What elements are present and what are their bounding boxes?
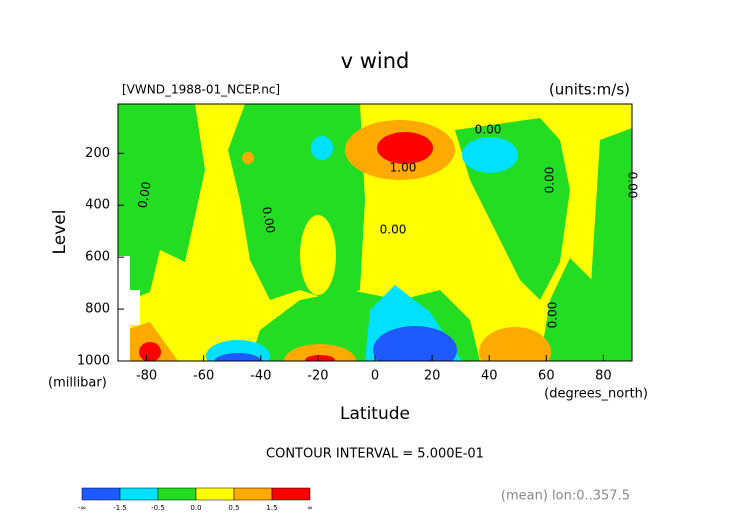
x-units: (degrees_north): [544, 387, 648, 402]
y-tick-label: 800: [85, 302, 110, 317]
contour-label: 0.00: [135, 181, 153, 210]
y-units: (millibar): [48, 376, 107, 391]
contour-label: 0.00: [475, 123, 502, 137]
fill-region: [118, 104, 205, 300]
x-tick-label: 40: [481, 369, 498, 384]
fill-region: [139, 342, 161, 361]
y-axis-label: Level: [50, 210, 70, 255]
fill-region: [479, 327, 551, 361]
x-tick-label: -40: [250, 369, 271, 384]
contour-label: 0.00: [380, 223, 407, 237]
colorbar-label: ∞: [307, 504, 313, 512]
missing-data: [118, 256, 140, 361]
fill-region: [242, 152, 254, 164]
fill-region: [305, 355, 335, 361]
colorbar-label: 1.5: [266, 504, 277, 512]
contour-label: 0.00: [546, 302, 560, 329]
x-tick-label: 60: [538, 369, 555, 384]
contour-label: 0.00: [626, 172, 640, 199]
colorbar-label: -∞: [78, 504, 86, 512]
x-axis-label: Latitude: [340, 404, 410, 424]
colorbar-box: [119, 487, 159, 501]
fill-region: [284, 344, 356, 361]
fill-region: [118, 322, 178, 361]
colorbar-box: [271, 487, 311, 501]
colorbar-box: [81, 487, 121, 501]
colorbar-label: 0.0: [190, 504, 201, 512]
colorbar-label: -1.5: [113, 504, 127, 512]
y-tick-label: 600: [85, 250, 110, 265]
x-tick-label: -80: [136, 369, 157, 384]
x-tick-label: 0: [371, 369, 379, 384]
units-label: (units:m/s): [549, 81, 630, 99]
contour-label: 1.00: [390, 161, 417, 175]
contour-label: 0.00: [543, 167, 557, 194]
y-tick-label: 400: [85, 198, 110, 213]
fill-region: [590, 128, 632, 361]
footnote: (mean) lon:0..357.5: [501, 489, 630, 504]
y-tick-label: 200: [85, 146, 110, 161]
y-tick-label: 1000: [77, 354, 110, 369]
contour-label: 0.00: [259, 206, 277, 235]
x-tick-label: 20: [424, 369, 441, 384]
colorbar-label: 0.5: [228, 504, 239, 512]
colorbar-box: [195, 487, 235, 501]
colorbar-box: [157, 487, 197, 501]
colorbar-label: -0.5: [151, 504, 165, 512]
file-label: [VWND_1988-01_NCEP.nc]: [122, 83, 280, 97]
contour-interval: CONTOUR INTERVAL = 5.000E-01: [266, 447, 484, 462]
chart-title: v wind: [341, 49, 410, 73]
fill-region: [377, 132, 433, 164]
colorbar-box: [233, 487, 273, 501]
x-tick-label: 80: [595, 369, 612, 384]
contour-fill: [118, 104, 632, 361]
x-tick-label: -60: [193, 369, 214, 384]
fill-region: [214, 353, 262, 361]
fill-region: [373, 326, 457, 361]
x-tick-label: -20: [307, 369, 328, 384]
fill-region: [311, 136, 333, 160]
fill-region: [540, 258, 600, 361]
fill-region: [462, 137, 518, 173]
fill-region: [300, 215, 336, 295]
